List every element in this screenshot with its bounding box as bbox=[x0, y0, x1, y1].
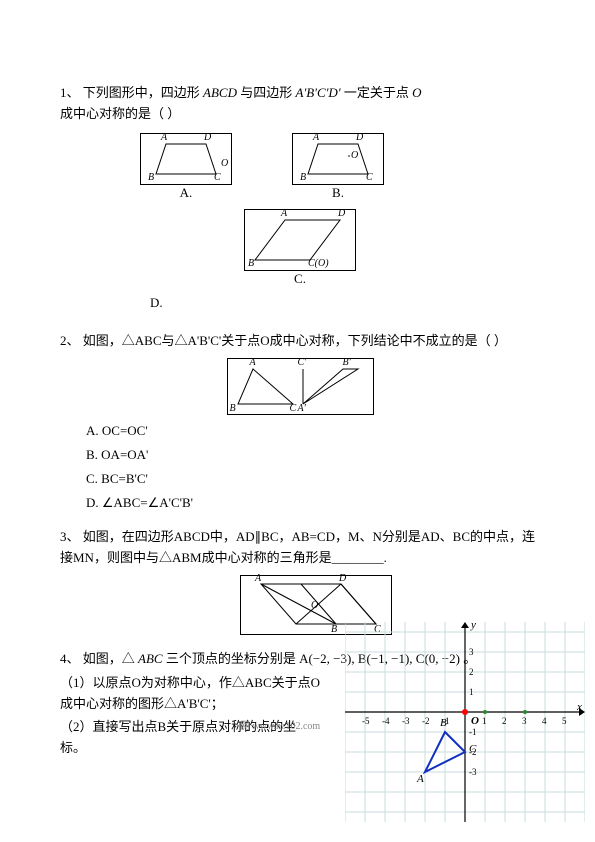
lbl-a-C: C bbox=[214, 172, 221, 183]
p1-t2: 与四边形 bbox=[240, 85, 292, 100]
p1-row-c: A D B C(O) C. bbox=[60, 209, 540, 287]
svg-text:4: 4 bbox=[542, 716, 547, 726]
p2-optA: A. OC=OC' bbox=[60, 421, 540, 442]
svg-text:3: 3 bbox=[522, 716, 527, 726]
p3-text: 如图，在四边形ABCD中，AD∥BC，AB=CD，M、N分别是AD、BC的中点，… bbox=[60, 529, 535, 565]
svg-text:-1: -1 bbox=[469, 727, 477, 737]
p4-t2: 三个顶点的坐标分别是 bbox=[166, 651, 296, 666]
p1-t3: 一定关于点 bbox=[344, 85, 409, 100]
p1-t1: 下列图形中，四边形 bbox=[83, 85, 200, 100]
p3-O: O bbox=[311, 600, 318, 611]
p1-o: O bbox=[412, 85, 421, 100]
p2-Cp: C' bbox=[298, 357, 307, 368]
p2-optB: B. OA=OA' bbox=[60, 445, 540, 466]
watermark: 网 www.hz102.com bbox=[240, 717, 320, 732]
p4-abc: ABC bbox=[138, 651, 163, 666]
p2-text: 如图，△ABC与△A'B'C'关于点O成中心对称，下列结论中不成立的是（ ） bbox=[83, 333, 507, 348]
p4-t1: 如图，△ bbox=[83, 651, 135, 666]
p1-num: 1、 bbox=[60, 85, 80, 100]
lbl-b-D: D bbox=[356, 132, 363, 143]
lbl-c-B: B bbox=[248, 258, 254, 269]
svg-text:-4: -4 bbox=[382, 716, 390, 726]
lbl-b-C: C bbox=[366, 172, 373, 183]
fig-opt-c: A D B C(O) bbox=[244, 209, 356, 271]
svg-text:O: O bbox=[471, 715, 479, 727]
svg-text:x: x bbox=[576, 701, 582, 713]
p4-num: 4、 bbox=[60, 651, 80, 666]
svg-text:C: C bbox=[469, 743, 477, 755]
lbl-c-D: D bbox=[338, 208, 345, 219]
svg-text:A: A bbox=[416, 773, 424, 785]
opt-d-label: D. bbox=[150, 293, 540, 314]
p2-Bp: B' bbox=[343, 357, 351, 368]
p3-num: 3、 bbox=[60, 529, 80, 544]
svg-text:-2: -2 bbox=[422, 716, 430, 726]
opt-c-label: C. bbox=[244, 271, 356, 287]
p2-C: C bbox=[290, 403, 297, 414]
opt-a-label: A. bbox=[140, 185, 232, 201]
p2-B: B bbox=[230, 403, 236, 414]
lbl-b-O: O bbox=[351, 150, 358, 161]
svg-text:1: 1 bbox=[469, 687, 474, 697]
coordinate-grid: -5-4-3-2-112345-3-2-1123ABCOxy bbox=[345, 622, 585, 822]
svg-text:-3: -3 bbox=[469, 767, 477, 777]
svg-text:-3: -3 bbox=[402, 716, 410, 726]
svg-text:y: y bbox=[470, 622, 476, 631]
p2-Ap: A' bbox=[298, 403, 306, 414]
svg-text:5: 5 bbox=[562, 716, 567, 726]
p4-sub1: （1）以原点O为对称中心，作△ABC关于点O成中心对称的图形△A'B'C'； bbox=[60, 673, 320, 715]
p1-stem: 1、 下列图形中，四边形 ABCD 与四边形 A'B'C'D' 一定关于点 O … bbox=[60, 83, 540, 125]
p2-A: A bbox=[250, 357, 256, 368]
p3-A: A bbox=[255, 573, 261, 584]
p2-optC: C. BC=B'C' bbox=[60, 469, 540, 490]
p2-num: 2、 bbox=[60, 333, 80, 348]
svg-text:B: B bbox=[440, 717, 447, 729]
fig-p2: A B C C' B' A' bbox=[227, 358, 374, 415]
svg-text:2: 2 bbox=[502, 716, 507, 726]
opt-b-label: B. bbox=[292, 185, 384, 201]
p1-efgh: A'B'C'D' bbox=[296, 85, 341, 100]
p1-abcd: ABCD bbox=[203, 85, 237, 100]
lbl-a-D: D bbox=[204, 132, 211, 143]
svg-text:1: 1 bbox=[482, 716, 487, 726]
p2-optD: D. ∠ABC=∠A'C'B' bbox=[60, 493, 540, 514]
lbl-a-B: B bbox=[148, 172, 154, 183]
p2-stem: 2、 如图，△ABC与△A'B'C'关于点O成中心对称，下列结论中不成立的是（ … bbox=[60, 331, 540, 352]
opt-b-wrap: A D B C O B. bbox=[292, 133, 384, 201]
p1-t4: 成中心对称的是（ ） bbox=[60, 106, 180, 121]
p1-row-ab: A D B C O A. A D B C O B. bbox=[140, 133, 540, 201]
lbl-a-O: O bbox=[221, 158, 228, 169]
svg-text:3: 3 bbox=[469, 647, 474, 657]
lbl-b-A: A bbox=[313, 132, 319, 143]
lbl-c-CO: C(O) bbox=[308, 258, 329, 269]
p3-stem: 3、 如图，在四边形ABCD中，AD∥BC，AB=CD，M、N分别是AD、BC的… bbox=[60, 527, 540, 569]
p3-B: B bbox=[331, 624, 337, 635]
p3-D: D bbox=[339, 573, 346, 584]
lbl-b-B: B bbox=[300, 172, 306, 183]
svg-text:2: 2 bbox=[469, 667, 474, 677]
opt-a-wrap: A D B C O A. bbox=[140, 133, 232, 201]
lbl-c-A: A bbox=[281, 208, 287, 219]
svg-text:-5: -5 bbox=[362, 716, 370, 726]
p2-figwrap: A B C C' B' A' bbox=[60, 358, 540, 415]
lbl-a-A: A bbox=[161, 132, 167, 143]
opt-c-wrap: A D B C(O) C. bbox=[244, 209, 356, 287]
fig-opt-b: A D B C O bbox=[292, 133, 384, 185]
fig-opt-a: A D B C O bbox=[140, 133, 232, 185]
